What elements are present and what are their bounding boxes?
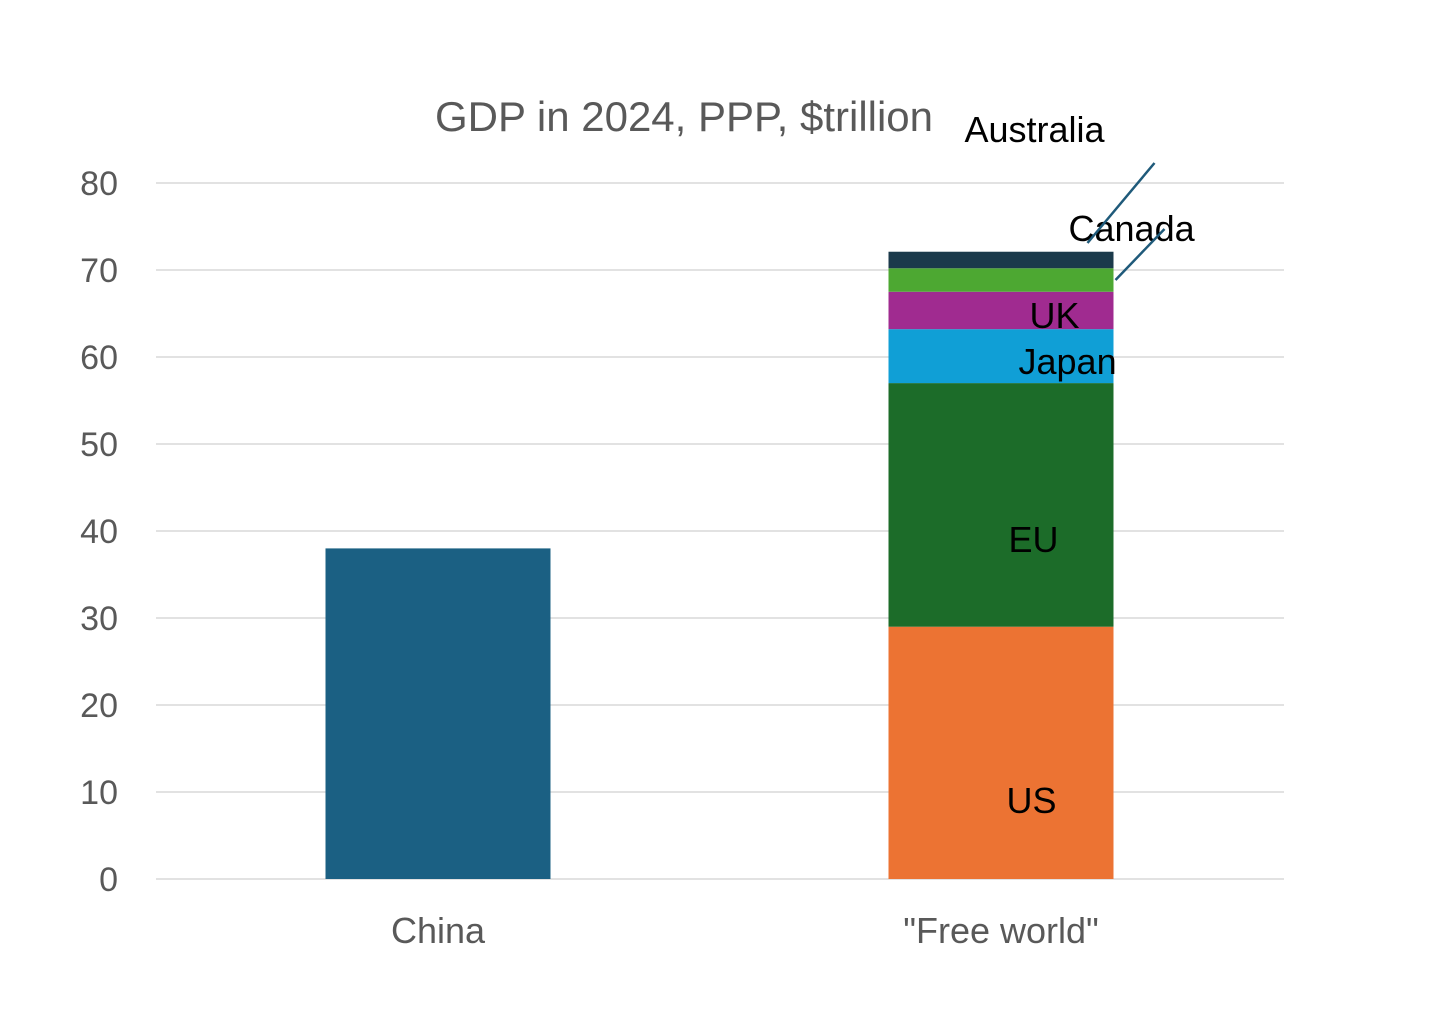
chart-title: GDP in 2024, PPP, $trillion <box>435 93 933 140</box>
labels: 01020304050607080ChinaUSEUJapanUKCanadaA… <box>80 109 1195 951</box>
bar-segment-us <box>888 626 1114 879</box>
gridlines <box>156 182 1284 880</box>
y-tick-label: 60 <box>80 339 118 377</box>
bar-segment-china <box>325 548 551 879</box>
y-tick-label: 40 <box>80 513 118 551</box>
y-tick-label: 30 <box>80 600 118 638</box>
bar-segment-canada <box>888 268 1114 292</box>
bars <box>325 251 1114 879</box>
y-tick-label: 70 <box>80 252 118 290</box>
leader-line-australia <box>1086 162 1156 244</box>
y-tick-label: 0 <box>99 861 118 899</box>
y-tick-label: 50 <box>80 426 118 464</box>
segment-label-japan: Japan <box>1019 341 1117 382</box>
bar-segment-australia <box>888 251 1114 269</box>
x-category-label: "Free world" <box>903 910 1099 951</box>
y-tick-label: 80 <box>80 165 118 203</box>
y-tick-label: 20 <box>80 687 118 725</box>
bar-segment-japan <box>888 329 1114 384</box>
leader-line-canada <box>1114 228 1166 281</box>
segment-label-us: US <box>1007 780 1057 821</box>
bar-segment-eu <box>888 383 1114 627</box>
segment-label-eu: EU <box>1009 519 1059 560</box>
x-category-label: China <box>391 910 486 951</box>
segment-label-uk: UK <box>1030 295 1080 336</box>
y-tick-label: 10 <box>80 774 118 812</box>
segment-label-australia: Australia <box>965 109 1106 150</box>
bar-segment-uk <box>888 291 1114 330</box>
